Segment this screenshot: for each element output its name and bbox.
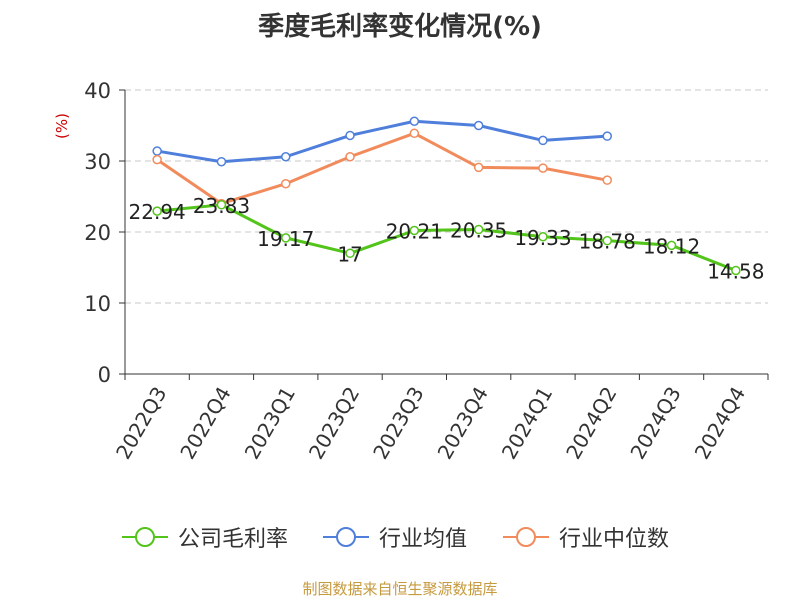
data-point bbox=[731, 265, 741, 276]
data-point bbox=[538, 163, 548, 173]
x-tick-label: 2022Q3 bbox=[111, 383, 171, 464]
data-point bbox=[602, 131, 612, 141]
data-label: 18.12 bbox=[643, 234, 700, 258]
legend-label: 行业均值 bbox=[379, 527, 468, 552]
legend-label: 行业中位数 bbox=[559, 527, 670, 552]
data-label: 19.17 bbox=[257, 227, 314, 251]
data-label: 19.33 bbox=[514, 226, 571, 250]
data-point bbox=[602, 235, 612, 246]
legend: 公司毛利率 行业均值 行业中位数 bbox=[0, 522, 800, 552]
legend-item-industry-median[interactable]: 行业中位数 bbox=[503, 522, 669, 552]
series-0 bbox=[152, 200, 741, 276]
data-point bbox=[345, 130, 355, 141]
data-point bbox=[473, 120, 484, 131]
data-point bbox=[152, 206, 162, 216]
data-label: 22.94 bbox=[129, 200, 186, 224]
data-point bbox=[409, 116, 420, 126]
series-line bbox=[156, 119, 608, 164]
data-point bbox=[473, 224, 484, 235]
y-tick-label: 40 bbox=[84, 79, 111, 103]
data-label: 14.58 bbox=[707, 259, 764, 283]
y-tick-label: 20 bbox=[84, 221, 111, 245]
data-point bbox=[281, 233, 291, 243]
data-label: 18.78 bbox=[579, 230, 636, 254]
data-point bbox=[152, 146, 162, 156]
y-tick-label: 30 bbox=[84, 150, 111, 174]
y-tick-label: 10 bbox=[84, 292, 111, 316]
data-point bbox=[409, 128, 420, 139]
legend-label: 公司毛利率 bbox=[178, 527, 289, 552]
data-point bbox=[345, 248, 355, 259]
source-note: 制图数据来自恒生聚源数据库 bbox=[302, 580, 498, 598]
data-point bbox=[216, 200, 227, 210]
data-point bbox=[602, 175, 612, 185]
legend-item-company-margin[interactable]: 公司毛利率 bbox=[122, 522, 288, 552]
x-tick-label: 2024Q2 bbox=[561, 383, 621, 464]
data-point bbox=[345, 151, 355, 162]
data-point bbox=[538, 135, 548, 146]
data-label: 20.35 bbox=[450, 219, 507, 243]
data-point bbox=[152, 154, 162, 165]
series-1 bbox=[152, 116, 612, 167]
x-tick-label: 2024Q3 bbox=[625, 383, 685, 464]
series-line bbox=[157, 203, 737, 272]
x-tick-label: 2022Q4 bbox=[175, 383, 235, 464]
legend-marker-icon bbox=[503, 522, 549, 552]
legend-marker-icon bbox=[122, 522, 168, 552]
data-point bbox=[409, 225, 420, 236]
x-tick-label: 2024Q1 bbox=[497, 383, 557, 464]
x-tick-label: 2023Q2 bbox=[304, 383, 364, 464]
x-tick-label: 2023Q1 bbox=[240, 383, 300, 464]
x-tick-label: 2024Q4 bbox=[690, 383, 750, 464]
data-point bbox=[281, 151, 291, 162]
data-point bbox=[281, 178, 291, 189]
y-axis-label: (%) bbox=[53, 113, 71, 139]
data-point bbox=[216, 156, 227, 167]
data-label: 23.83 bbox=[193, 194, 250, 218]
chart-title: 季度毛利率变化情况(%) bbox=[258, 12, 542, 42]
legend-item-industry-mean[interactable]: 行业均值 bbox=[323, 522, 467, 552]
x-tick-label: 2023Q3 bbox=[368, 383, 428, 464]
data-point bbox=[538, 232, 548, 242]
legend-marker-icon bbox=[323, 522, 369, 552]
y-tick-label: 0 bbox=[98, 363, 111, 387]
data-point bbox=[666, 240, 677, 251]
x-tick-label: 2023Q4 bbox=[433, 383, 493, 464]
data-label: 20.21 bbox=[386, 220, 443, 244]
data-point bbox=[473, 162, 484, 173]
data-label: 17 bbox=[337, 242, 362, 266]
series-line bbox=[156, 131, 608, 206]
